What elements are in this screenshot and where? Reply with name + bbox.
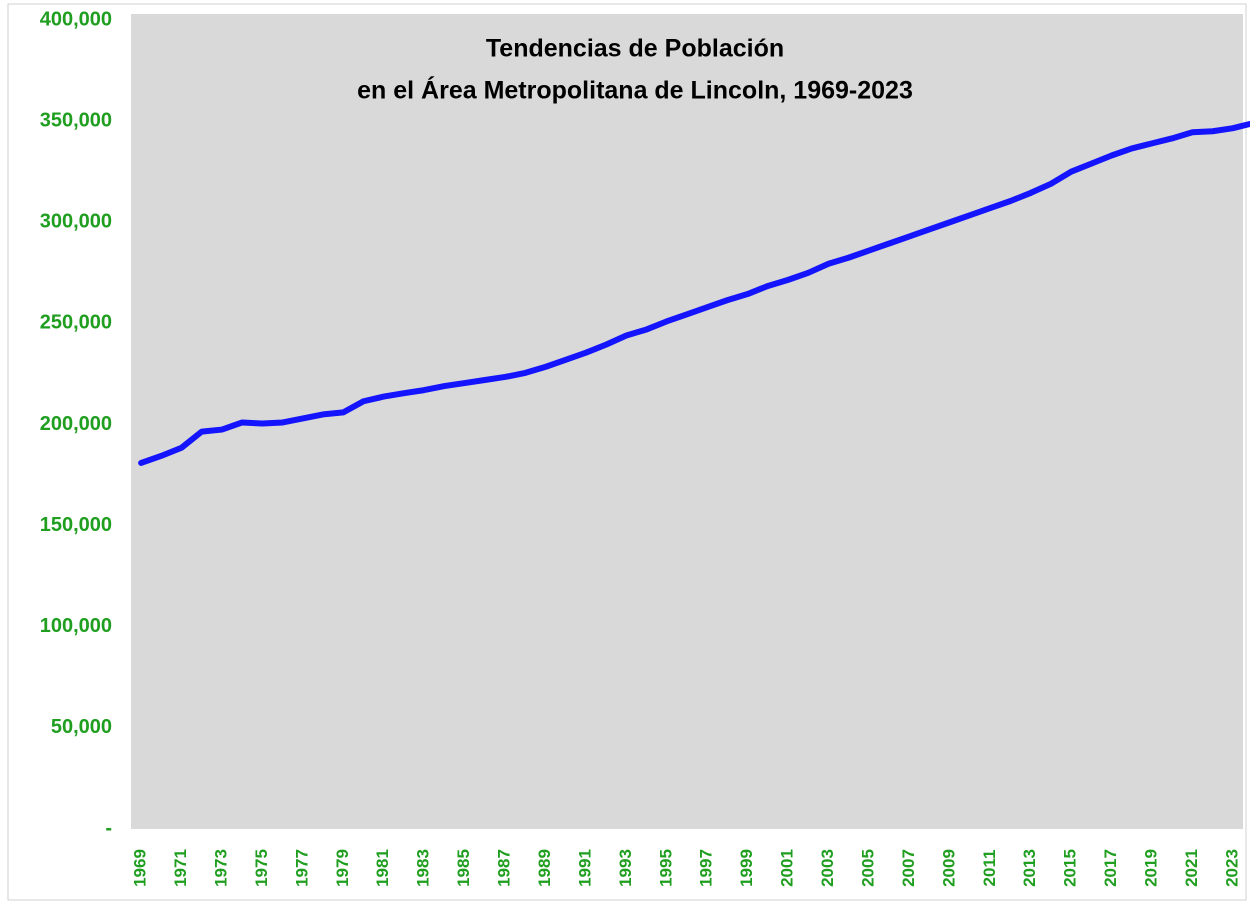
x-tick-label: 1987 [495, 849, 514, 887]
x-tick-label: 1991 [575, 849, 594, 887]
x-tick-label: 2011 [980, 850, 999, 887]
x-tick-label: 2007 [899, 849, 918, 887]
x-tick-label: 2023 [1222, 849, 1241, 887]
x-tick-label: 1997 [697, 849, 716, 887]
chart-title: Tendencias de Población [486, 35, 784, 63]
x-tick-label: 2019 [1142, 849, 1161, 887]
x-tick-label: 2009 [939, 849, 958, 887]
y-tick-label: 100,000 [40, 615, 112, 637]
line [138, 120, 1250, 466]
x-tick-label: 1979 [333, 849, 352, 887]
x-tick-label: 2017 [1101, 849, 1120, 887]
y-tick-label: 350,000 [40, 109, 112, 131]
x-tick-label: 1969 [131, 849, 150, 887]
x-tick-label: 1975 [252, 849, 271, 887]
y-tick-label: 150,000 [40, 514, 112, 536]
x-tick-label: 2015 [1061, 849, 1080, 887]
x-tick-label: 1999 [737, 849, 756, 887]
chart-title: en el Área Metropolitana de Lincoln, 196… [357, 76, 913, 105]
marks [138, 120, 1250, 466]
plot-area [131, 14, 1243, 829]
x-tick-label: 1989 [535, 849, 554, 887]
y-tick-label: 300,000 [40, 211, 112, 233]
x-tick-label: 1983 [414, 849, 433, 887]
x-tick-label: 1995 [656, 849, 675, 887]
y-tick-label: 200,000 [40, 413, 112, 435]
x-tick-label: 2013 [1020, 849, 1039, 887]
y-tick-label: 50,000 [51, 716, 112, 738]
x-tick-label: 1993 [616, 849, 635, 887]
x-tick-label: 1985 [454, 849, 473, 887]
x-tick-label: 1973 [211, 849, 230, 887]
x-tick-label: 2003 [818, 849, 837, 887]
x-tick-label: 2005 [858, 849, 877, 887]
x-tick-label: 1977 [292, 849, 311, 887]
x-tick-label: 2001 [778, 849, 797, 887]
y-tick-label: 250,000 [40, 312, 112, 334]
x-tick-label: 1981 [373, 849, 392, 887]
x-tick-label: 2021 [1182, 849, 1201, 887]
y-tick-label: - [105, 817, 112, 839]
x-tick-label: 1971 [171, 849, 190, 887]
y-tick-label: 400,000 [40, 8, 112, 30]
